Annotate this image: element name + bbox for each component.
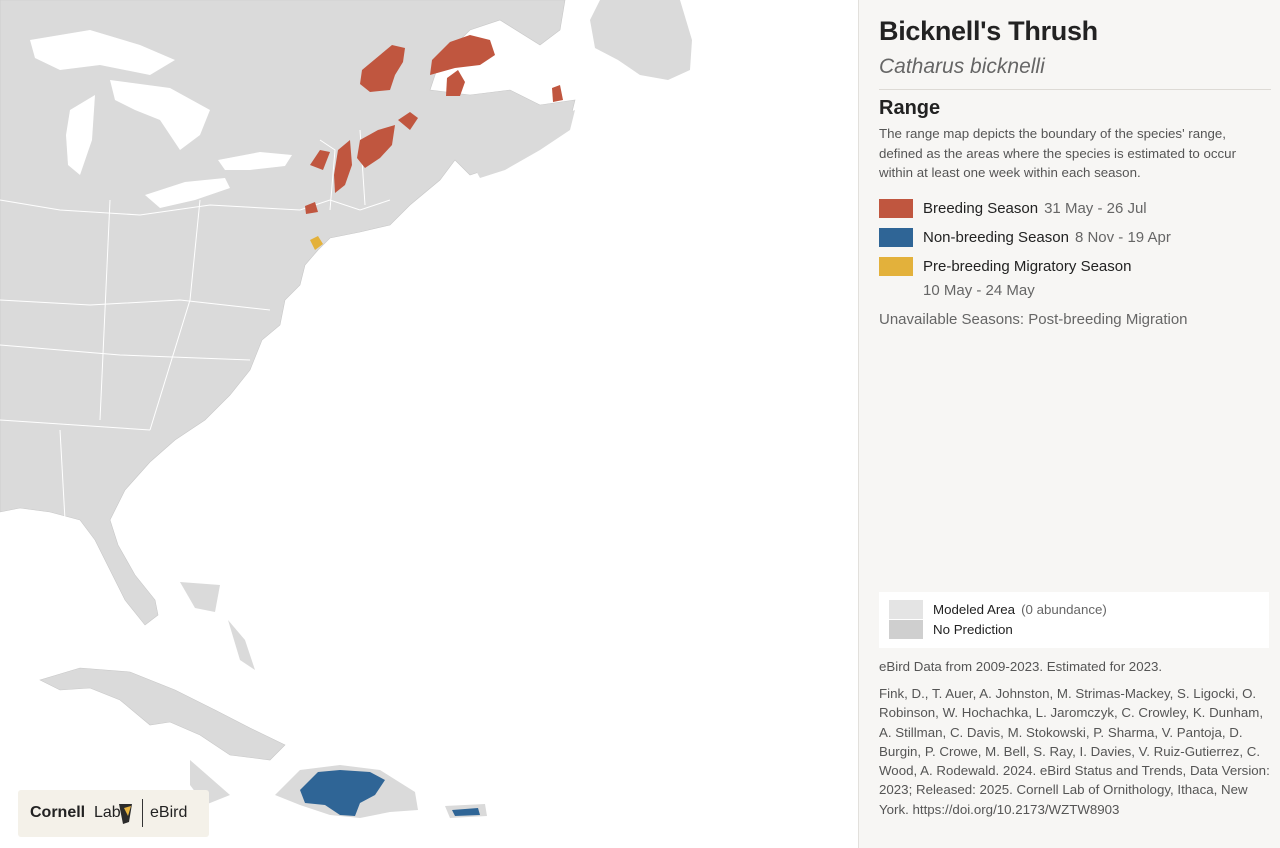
season-name: Pre-breeding Migratory Season [923, 258, 1132, 275]
season-dates: 8 Nov - 19 Apr [1074, 229, 1171, 246]
breeding-range [552, 85, 563, 102]
breeding-range [430, 35, 495, 75]
logo[interactable]: Cornell Lab eBird [18, 790, 209, 837]
description: The range map depicts the boundary of th… [879, 126, 1236, 180]
non-breeding-range [300, 770, 385, 816]
key-swatch [889, 600, 923, 619]
season-dates: 31 May - 26 Jul [1044, 200, 1147, 217]
key-name: No Prediction [933, 622, 1013, 637]
citation: Fink, D., T. Auer, A. Johnston, M. Strim… [879, 686, 1270, 817]
data-note: eBird Data from 2009-2023. Estimated for… [879, 659, 1163, 674]
legend-item: Pre-breeding Migratory Season 10 May - 24… [879, 257, 1271, 305]
lake [30, 30, 175, 75]
key-note: (0 abundance) [1021, 602, 1107, 617]
land [470, 110, 575, 178]
breeding-range [398, 112, 418, 130]
logo-divider [142, 799, 143, 827]
section-heading: Range [879, 97, 941, 119]
breeding-range [305, 202, 318, 214]
lake [66, 95, 95, 175]
borders [0, 129, 391, 521]
season-dates: 10 May - 24 May [923, 282, 1035, 299]
legend-item: Non-breeding Season 8 Nov - 19 Apr [879, 228, 1271, 250]
key-label: Modeled Area (0 abundance) [933, 602, 1107, 617]
breeding-range [334, 140, 352, 193]
pre-breeding-range [310, 236, 323, 250]
side-panel: Bicknell's Thrush Catharus bicknelli Ran… [858, 0, 1280, 848]
map-key: Modeled Area (0 abundance) No Prediction [879, 592, 1269, 648]
legend-swatch [879, 257, 913, 276]
logo-org: Cornell [30, 804, 86, 821]
land [180, 582, 220, 612]
legend-label: Non-breeding Season 8 Nov - 19 Apr [923, 229, 1171, 246]
unavailable-seasons: Unavailable Seasons: Post-breeding Migra… [879, 311, 1188, 328]
season-name: Non-breeding Season [923, 229, 1069, 246]
legend-label: Breeding Season 31 May - 26 Jul [923, 200, 1147, 217]
land [590, 0, 692, 80]
logo-org-suffix: Lab [94, 804, 121, 821]
species-title: Bicknell's Thrush [879, 16, 1098, 46]
lake [218, 152, 292, 170]
breeding-range [446, 70, 465, 96]
breeding-range [360, 45, 405, 92]
lake [145, 178, 230, 208]
legend-item: Breeding Season 31 May - 26 Jul [879, 199, 1271, 221]
non-breeding-range [452, 808, 480, 816]
breeding-range [310, 150, 330, 170]
legend-swatch [879, 199, 913, 218]
key-name: Modeled Area [933, 602, 1016, 617]
breeding-range [357, 125, 395, 168]
key-swatch [889, 620, 923, 639]
scientific-name: Catharus bicknelli [879, 55, 1045, 78]
legend-swatch [879, 228, 913, 247]
divider [879, 89, 1271, 90]
season-name: Breeding Season [923, 200, 1039, 217]
land [39, 667, 286, 761]
land [0, 0, 576, 626]
logo-product: eBird [150, 804, 188, 821]
logo-bird [119, 804, 132, 824]
lake [110, 80, 210, 150]
map[interactable] [0, 0, 858, 848]
land [228, 620, 255, 670]
